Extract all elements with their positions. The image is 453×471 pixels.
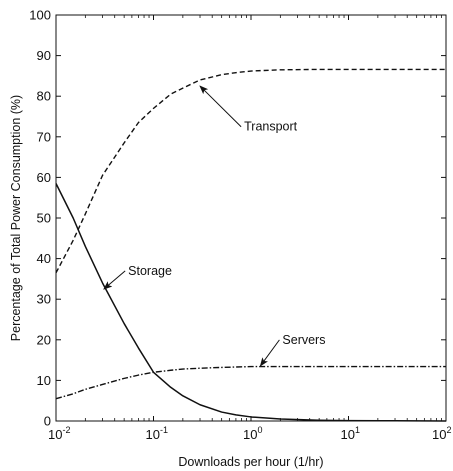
annotation-arrow-servers — [259, 339, 280, 367]
series-line-servers — [55, 365, 446, 400]
plot-frame — [55, 14, 447, 422]
y-tick-labels: 0 10 20 30 40 50 60 70 80 90 100 — [29, 8, 51, 429]
y-tick-label: 60 — [37, 170, 51, 185]
y-axis-label: Percentage of Total Power Consumption (%… — [9, 95, 23, 341]
y-tick-label: 80 — [37, 89, 51, 104]
x-tick-label: 100 — [243, 425, 262, 442]
annotation-label-transport: Transport — [244, 120, 298, 134]
x-tick-label: 10-2 — [48, 425, 70, 442]
annotation-arrow-transport — [199, 85, 242, 128]
annotation-label-servers: Servers — [282, 333, 325, 347]
y-tick-label: 40 — [37, 251, 51, 266]
series-line-transport — [55, 68, 446, 274]
plot-series — [55, 68, 447, 422]
y-tick-label: 10 — [37, 373, 51, 388]
plot-annotations: Transport Storage Servers — [103, 85, 325, 367]
y-tick-label: 50 — [37, 211, 51, 226]
y-tick-label: 20 — [37, 332, 51, 347]
axis-ticks — [55, 14, 447, 422]
x-tick-label: 10-1 — [146, 425, 168, 442]
y-tick-label: 30 — [37, 292, 51, 307]
y-tick-label: 100 — [29, 8, 51, 23]
y-tick-label: 70 — [37, 129, 51, 144]
x-tick-label: 101 — [341, 425, 360, 442]
annotation-arrow-storage — [103, 270, 126, 290]
y-tick-label: 0 — [44, 414, 51, 429]
annotation-label-storage: Storage — [128, 264, 172, 278]
x-tick-labels: 10-2 10-1 100 101 102 — [48, 425, 451, 442]
series-line-storage — [55, 183, 447, 422]
y-tick-label: 90 — [37, 48, 51, 63]
x-axis-label: Downloads per hour (1/hr) — [178, 455, 323, 469]
x-tick-label: 102 — [432, 425, 451, 442]
